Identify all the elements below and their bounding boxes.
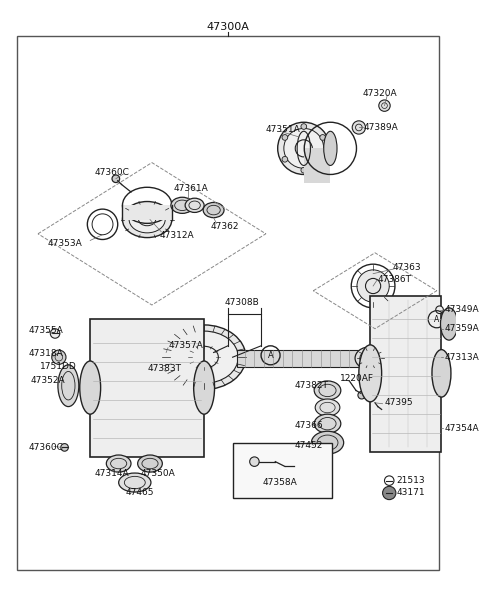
Ellipse shape: [171, 197, 193, 213]
Ellipse shape: [278, 122, 330, 174]
Text: 47360C: 47360C: [28, 443, 63, 452]
Circle shape: [301, 124, 307, 129]
Ellipse shape: [193, 361, 215, 414]
Ellipse shape: [170, 331, 238, 383]
Text: 21513: 21513: [397, 476, 425, 485]
Text: 47359A: 47359A: [444, 325, 479, 333]
Circle shape: [358, 392, 365, 399]
Circle shape: [250, 457, 259, 467]
Ellipse shape: [107, 455, 131, 472]
Ellipse shape: [312, 431, 344, 454]
Bar: [304, 148, 330, 182]
Text: 47352A: 47352A: [30, 376, 65, 386]
Ellipse shape: [119, 473, 151, 492]
Text: 47314A: 47314A: [95, 468, 130, 478]
Text: 47465: 47465: [125, 489, 154, 498]
Text: 1220AF: 1220AF: [340, 373, 374, 382]
Text: 47361A: 47361A: [174, 184, 208, 193]
Text: 47313A: 47313A: [444, 353, 479, 362]
Text: 47395: 47395: [384, 398, 413, 407]
Text: 47386T: 47386T: [378, 275, 412, 284]
Circle shape: [371, 399, 379, 407]
Text: 47366: 47366: [294, 421, 323, 430]
Circle shape: [50, 329, 60, 338]
Text: 47363: 47363: [392, 262, 420, 271]
Text: 43171: 43171: [397, 489, 425, 498]
Ellipse shape: [162, 325, 246, 390]
Ellipse shape: [314, 381, 341, 400]
Text: 47354A: 47354A: [444, 424, 479, 433]
Text: 47382T: 47382T: [294, 381, 328, 390]
Bar: [90, 319, 204, 457]
Ellipse shape: [122, 201, 172, 238]
Text: A: A: [268, 351, 274, 360]
Bar: [370, 295, 442, 452]
Circle shape: [282, 156, 288, 162]
Ellipse shape: [129, 206, 165, 233]
Circle shape: [379, 100, 390, 112]
Ellipse shape: [432, 350, 451, 397]
Text: A: A: [434, 315, 439, 324]
Ellipse shape: [58, 365, 79, 407]
Text: 47349A: 47349A: [444, 305, 479, 314]
Ellipse shape: [355, 346, 385, 370]
Text: 47353A: 47353A: [48, 239, 82, 248]
Circle shape: [320, 156, 325, 162]
Ellipse shape: [441, 308, 457, 340]
Text: 47358A: 47358A: [263, 478, 298, 487]
Text: 47320A: 47320A: [362, 89, 397, 98]
Text: 47357A: 47357A: [169, 342, 204, 350]
Text: 47355A: 47355A: [28, 326, 63, 335]
Circle shape: [61, 443, 68, 451]
Ellipse shape: [315, 399, 340, 416]
Circle shape: [352, 121, 365, 134]
Circle shape: [320, 135, 325, 140]
Text: 47308B: 47308B: [225, 298, 260, 307]
Text: 47350A: 47350A: [141, 468, 175, 478]
Circle shape: [383, 486, 396, 500]
Bar: [237, 350, 370, 367]
Bar: [122, 206, 147, 220]
Text: 47389A: 47389A: [364, 123, 398, 132]
Text: 47300A: 47300A: [206, 22, 249, 32]
Ellipse shape: [359, 345, 382, 402]
Bar: [147, 206, 172, 220]
Ellipse shape: [314, 414, 341, 433]
Text: 47360C: 47360C: [95, 168, 130, 176]
Text: 1751DD: 1751DD: [40, 362, 77, 371]
Text: 47312A: 47312A: [159, 231, 194, 240]
Text: 47383T: 47383T: [147, 364, 181, 373]
Ellipse shape: [185, 198, 204, 212]
Circle shape: [436, 306, 444, 314]
Ellipse shape: [80, 361, 101, 414]
Text: 47452: 47452: [294, 441, 323, 450]
Text: 47362: 47362: [211, 221, 239, 231]
Ellipse shape: [203, 203, 224, 218]
Circle shape: [112, 175, 120, 182]
Ellipse shape: [138, 455, 162, 472]
Text: 47318A: 47318A: [28, 349, 63, 358]
Text: 47351A: 47351A: [266, 125, 300, 134]
Circle shape: [282, 135, 288, 140]
Ellipse shape: [324, 131, 337, 165]
Ellipse shape: [284, 129, 324, 168]
Bar: [233, 443, 332, 498]
Ellipse shape: [357, 270, 389, 302]
Ellipse shape: [52, 350, 66, 364]
Circle shape: [301, 167, 307, 173]
